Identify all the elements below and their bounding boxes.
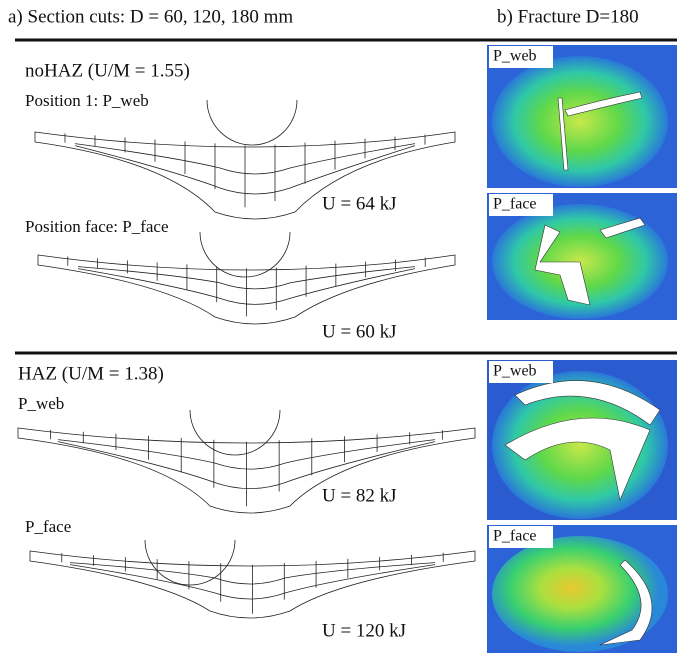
energy: U = 60 kJ [322,321,397,342]
case-label: P_web [18,394,64,413]
stress-field [492,56,668,187]
section-cuts [18,100,475,618]
section-title: noHAZ (U/M = 1.55) [25,60,190,81]
indenter [207,100,297,145]
energy: U = 82 kJ [322,485,397,506]
fracture-label: P_face [493,196,537,213]
indenter [190,410,280,455]
energy: U = 120 kJ [322,620,406,641]
case-label: Position face: P_face [25,217,169,236]
case-label: P_face [25,517,71,536]
fracture-label: P_web [493,48,537,65]
fracture-panels: P_web P_face P_web P_face [487,45,677,653]
section-title: HAZ (U/M = 1.38) [18,363,164,384]
case-label: Position 1: P_web [25,91,149,110]
header-left: a) Section cuts: D = 60, 120, 180 mm [8,6,293,27]
figure: a) Section cuts: D = 60, 120, 180 mm b) … [0,0,677,653]
fracture-label: P_web [493,363,537,380]
indenter [145,540,235,585]
header-right: b) Fracture D=180 [497,6,639,27]
fracture-label: P_face [493,528,537,545]
energy: U = 64 kJ [322,193,397,214]
